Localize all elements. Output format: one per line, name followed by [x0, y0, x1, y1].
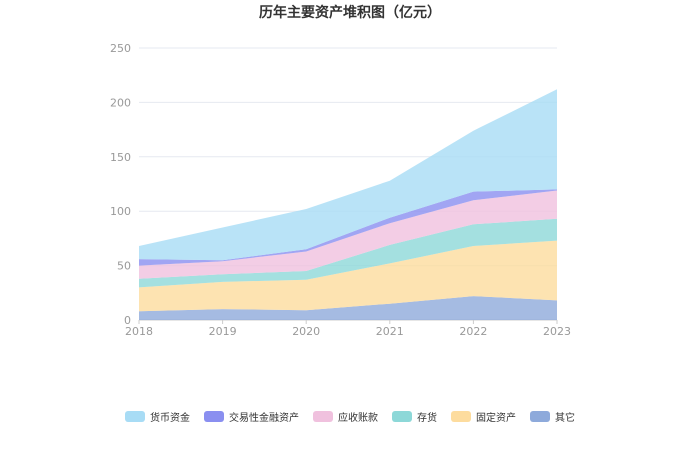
y-tick-label: 0 — [124, 314, 131, 327]
legend-swatch — [204, 411, 224, 422]
area-series-货币资金 — [139, 89, 557, 261]
area-series-固定资产 — [139, 240, 557, 312]
area-series-存货 — [139, 218, 557, 288]
area-layer — [139, 89, 557, 320]
legend-swatch — [125, 411, 145, 422]
legend-label: 货币资金 — [150, 413, 190, 424]
legend-item[interactable]: 交易性金融资产 — [204, 409, 299, 424]
y-tick-label: 200 — [110, 96, 131, 109]
x-tick-label: 2021 — [376, 325, 404, 338]
x-tick-label: 2019 — [209, 325, 237, 338]
legend-swatch — [451, 411, 471, 422]
legend-item[interactable]: 存货 — [392, 409, 437, 424]
y-tick-label: 150 — [110, 151, 131, 164]
legend-label: 交易性金融资产 — [229, 413, 299, 424]
y-tick-label: 50 — [117, 260, 131, 273]
area-series-其它 — [139, 296, 557, 320]
legend: 货币资金 交易性金融资产 应收账款 存货 固定资产 其它 — [0, 409, 700, 424]
x-tick-label: 2022 — [459, 325, 487, 338]
legend-item[interactable]: 应收账款 — [313, 409, 378, 424]
y-tick-label: 100 — [110, 205, 131, 218]
y-tick-label: 250 — [110, 42, 131, 55]
axis-layer: 0 50 100 150 200 250 2018 2019 2020 2021 2022 2023 — [110, 42, 571, 338]
legend-item[interactable]: 货币资金 — [125, 409, 190, 424]
legend-item[interactable]: 固定资产 — [451, 409, 516, 424]
chart-title: 历年主要资产堆积图（亿元） — [259, 5, 441, 21]
legend-label: 其它 — [555, 413, 575, 424]
legend-swatch — [530, 411, 550, 422]
legend-label: 存货 — [417, 413, 437, 424]
legend-item[interactable]: 其它 — [530, 409, 575, 424]
x-tick-label: 2023 — [543, 325, 571, 338]
legend-label: 应收账款 — [338, 413, 378, 424]
legend-swatch — [392, 411, 412, 422]
legend-swatch — [313, 411, 333, 422]
area-series-应收账款 — [139, 190, 557, 279]
x-tick-label: 2018 — [125, 325, 153, 338]
x-tick-label: 2020 — [292, 325, 320, 338]
legend-label: 固定资产 — [476, 413, 516, 424]
